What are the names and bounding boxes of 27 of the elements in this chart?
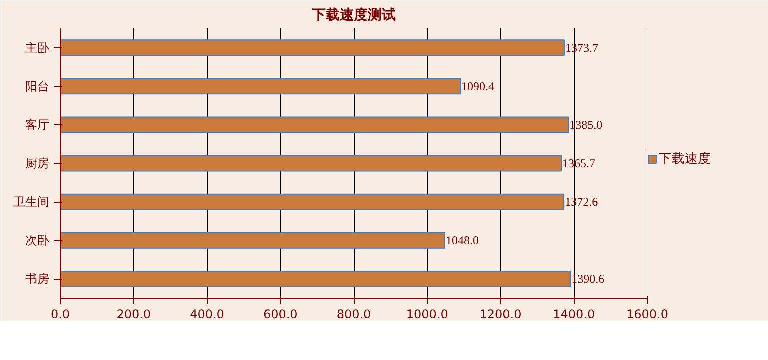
bar xyxy=(60,232,446,249)
data-label: 1090.4 xyxy=(462,79,495,94)
y-tick-label: 客厅 xyxy=(26,118,50,132)
y-tick-label: 厨房 xyxy=(26,156,50,170)
y-tick-label: 次卧 xyxy=(26,234,50,248)
x-tick-label: 800.0 xyxy=(336,308,372,322)
y-tick-label: 主卧 xyxy=(26,40,50,55)
y-tick-label: 书房 xyxy=(26,272,50,286)
bar xyxy=(60,40,565,56)
chart-title: 下载速度测试 xyxy=(311,6,396,24)
legend-label: 下载速度 xyxy=(659,151,711,168)
x-tick-label: 1000.0 xyxy=(406,308,448,322)
bar xyxy=(60,271,572,288)
bar xyxy=(60,78,462,95)
x-tick-label: 0.0 xyxy=(50,308,70,322)
x-tick-label: 1400.0 xyxy=(553,308,596,322)
x-tick-label: 1200.0 xyxy=(480,308,522,322)
bar xyxy=(60,155,562,172)
bar xyxy=(60,194,565,210)
y-tick-label: 卫生间 xyxy=(14,195,50,210)
x-tick-label: 1600.0 xyxy=(626,308,669,322)
y-tick-label: 阳台 xyxy=(26,79,50,94)
bar xyxy=(60,116,570,134)
x-tick-label: 400.0 xyxy=(190,308,224,322)
x-tick-label: 600.0 xyxy=(263,308,298,322)
data-label: 1048.0 xyxy=(446,234,479,248)
x-tick-label: 200.0 xyxy=(116,308,152,322)
